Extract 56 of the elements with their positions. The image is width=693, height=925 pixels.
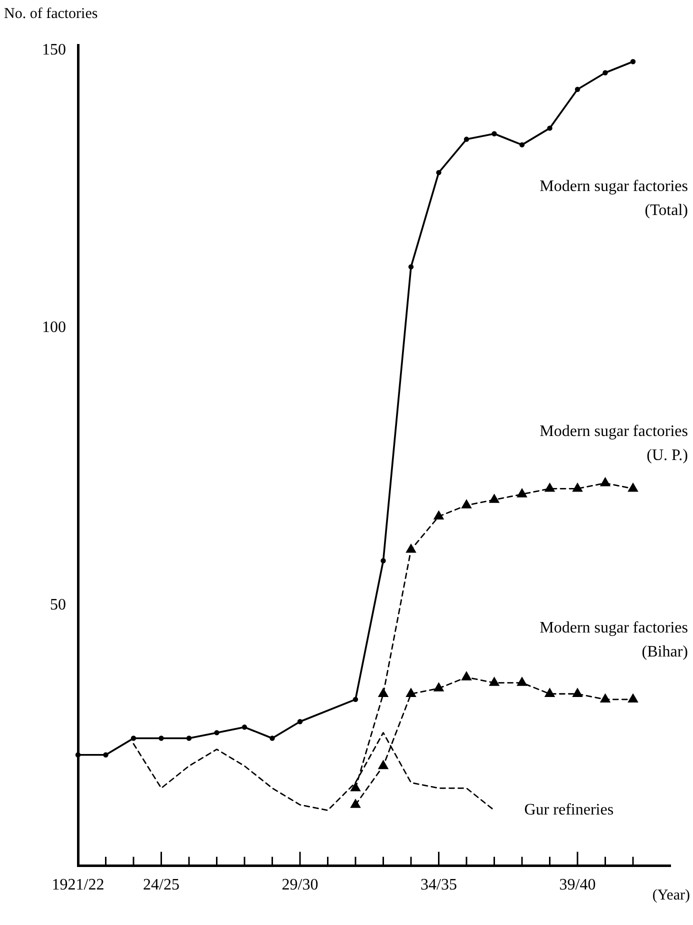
point [186,736,192,741]
y-tick-label: 100 [42,319,66,336]
point [492,131,497,136]
point [406,544,416,553]
point [242,724,248,730]
x-tick-label: 34/35 [420,876,457,894]
x-tick-label: 39/40 [559,876,596,894]
point [489,494,500,503]
point [352,696,358,702]
point [378,688,388,697]
point [574,86,580,92]
point [544,688,555,697]
text: Modern sugar factories (Total) [540,178,688,219]
x-tick-label: 24/25 [143,876,180,894]
point [378,760,388,770]
point [462,672,472,680]
point [600,694,610,703]
point [602,70,608,76]
point [406,688,416,697]
point [489,677,500,686]
point [130,736,136,741]
y-axis-title: No. of factories [4,6,98,22]
point [270,736,275,741]
point [434,510,444,520]
x-tick-label: 29/30 [282,876,318,894]
point [214,730,220,736]
series-label: Modern sugar factories (U. P.) [540,422,688,464]
point [519,142,525,148]
point [628,694,638,703]
point [75,752,81,758]
point [462,500,472,508]
point [628,483,638,492]
point [464,136,470,142]
point [517,677,527,686]
point [572,688,582,697]
point [630,59,636,64]
point [350,782,360,792]
point [544,483,555,492]
point [103,752,108,758]
point [572,483,582,492]
point [380,558,386,564]
y-tick-label: 50 [50,596,66,614]
point [600,478,610,486]
series-label: Gur refineries [524,802,614,819]
x-axis-title: (Year) [652,888,690,904]
x-tick-label: 1921/22 [52,876,104,894]
series-label: Modern sugar factories (Bihar) [540,620,688,661]
point [434,682,444,692]
y-tick-label: 150 [42,42,66,59]
point [408,264,414,270]
point [436,170,442,176]
point [158,736,164,741]
point [350,799,360,808]
point [547,126,552,131]
point [517,488,527,498]
point [297,719,303,724]
